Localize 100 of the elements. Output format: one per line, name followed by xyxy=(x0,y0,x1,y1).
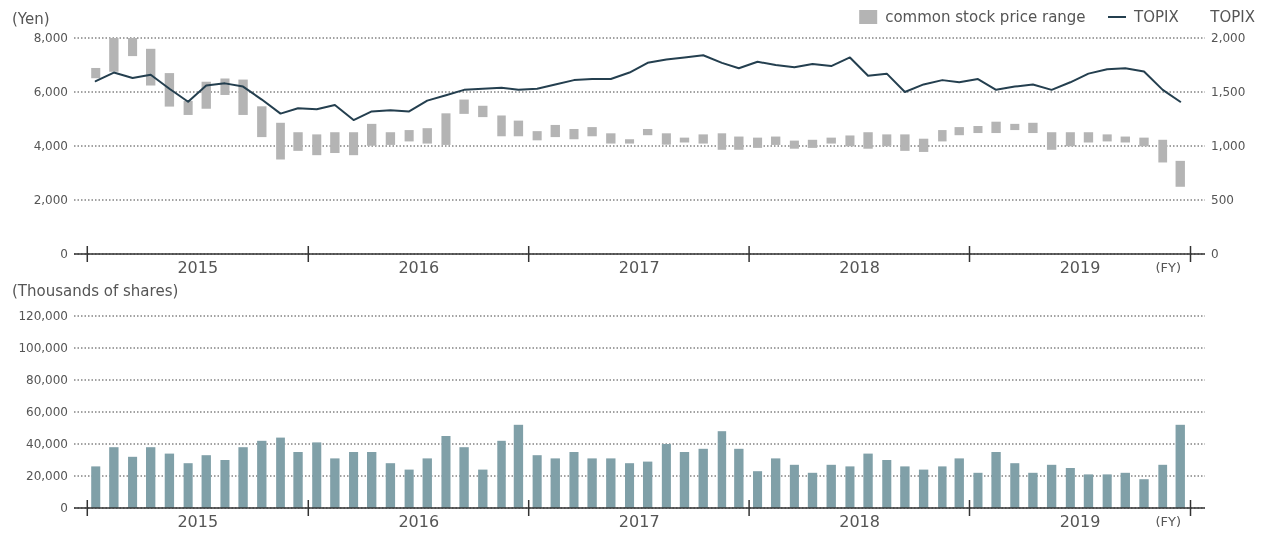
bar xyxy=(1158,139,1168,163)
bar xyxy=(478,105,488,118)
bar xyxy=(625,139,635,144)
bar xyxy=(459,447,469,508)
x-tick-label: 2017 xyxy=(618,512,660,531)
x-tick-label: 2019 xyxy=(1059,512,1101,531)
bar xyxy=(569,452,579,508)
bar xyxy=(532,455,542,508)
bar xyxy=(109,447,119,508)
bar xyxy=(441,436,451,508)
bar xyxy=(312,134,322,156)
y-tick-label: 120,000 xyxy=(18,309,68,324)
bar xyxy=(770,136,781,145)
bar xyxy=(1083,474,1094,508)
bar xyxy=(1083,132,1094,143)
x-tick-label: 2016 xyxy=(398,258,440,277)
bar xyxy=(220,460,230,508)
line-series xyxy=(94,54,1182,122)
bar xyxy=(201,455,211,508)
bar xyxy=(146,48,156,86)
bar xyxy=(91,67,101,79)
y2-tick-label: 500 xyxy=(1211,193,1234,208)
bar xyxy=(734,448,744,508)
bar xyxy=(882,134,892,147)
bar xyxy=(753,137,763,148)
x-tick-label: 2018 xyxy=(839,512,880,531)
y-tick-label: 0 xyxy=(60,247,68,262)
bar xyxy=(128,38,138,57)
bar xyxy=(1065,132,1075,147)
bar xyxy=(183,100,193,115)
y-tick-label: 6,000 xyxy=(33,85,68,100)
bar xyxy=(717,431,727,508)
bar xyxy=(826,464,836,508)
bar xyxy=(109,38,119,72)
bar xyxy=(587,127,597,137)
bar xyxy=(293,452,303,508)
bar xyxy=(1120,472,1130,508)
x-tick-label: 2017 xyxy=(618,258,660,277)
bar xyxy=(513,424,524,508)
bar xyxy=(734,136,744,150)
bar xyxy=(128,456,138,508)
y-tick-label: 4,000 xyxy=(33,139,68,154)
y-tick-label: 8,000 xyxy=(33,31,68,46)
bar xyxy=(497,440,506,508)
bar xyxy=(422,128,432,144)
bar xyxy=(661,444,671,508)
bar xyxy=(164,73,175,107)
bar xyxy=(845,135,855,147)
legend-label: TOPIX xyxy=(1133,8,1179,26)
bar xyxy=(497,115,506,137)
bar xyxy=(845,466,855,508)
y2-tick-label: 1,500 xyxy=(1211,85,1246,100)
bar xyxy=(1102,474,1112,508)
bar xyxy=(900,466,910,508)
bar xyxy=(789,464,799,508)
y2-tick-label: 0 xyxy=(1211,247,1219,262)
bar xyxy=(973,126,983,134)
bar xyxy=(276,122,285,160)
bar xyxy=(404,130,414,142)
bar xyxy=(698,134,708,144)
bar xyxy=(679,452,690,508)
y2-tick-label: 1,000 xyxy=(1211,139,1246,154)
bar xyxy=(625,463,635,508)
bar xyxy=(938,130,947,142)
bar xyxy=(882,460,892,508)
bar xyxy=(312,442,322,508)
bar xyxy=(991,121,1001,134)
bar xyxy=(807,139,818,148)
y-tick-label: 20,000 xyxy=(26,469,68,484)
bar xyxy=(698,448,708,508)
bar xyxy=(91,466,101,508)
y2-axis-title: TOPIX xyxy=(1209,8,1255,26)
bar xyxy=(753,471,763,508)
bar xyxy=(1046,132,1057,150)
bar xyxy=(1139,479,1149,508)
bar xyxy=(532,131,542,141)
bar xyxy=(900,134,910,151)
bar xyxy=(863,132,873,149)
bar xyxy=(991,452,1001,508)
bar xyxy=(863,453,873,508)
y-tick-label: 0 xyxy=(60,501,68,516)
bar xyxy=(954,458,964,508)
bar xyxy=(1010,463,1020,508)
text: (FY) xyxy=(1155,514,1181,529)
bar xyxy=(954,127,964,136)
bar xyxy=(1028,472,1038,508)
text: (FY) xyxy=(1155,260,1181,275)
bar xyxy=(146,447,156,508)
bar xyxy=(330,132,340,154)
bar xyxy=(441,113,451,145)
x-tick-label: 2019 xyxy=(1059,258,1101,277)
bar xyxy=(1139,137,1149,147)
bar xyxy=(1102,134,1112,142)
bar xyxy=(1046,464,1057,508)
bar xyxy=(478,469,488,508)
bar xyxy=(238,447,248,508)
y-tick-label: 40,000 xyxy=(26,437,68,452)
bar xyxy=(606,133,616,144)
y-axis-title: (Yen) xyxy=(12,10,50,28)
bar xyxy=(550,124,560,138)
